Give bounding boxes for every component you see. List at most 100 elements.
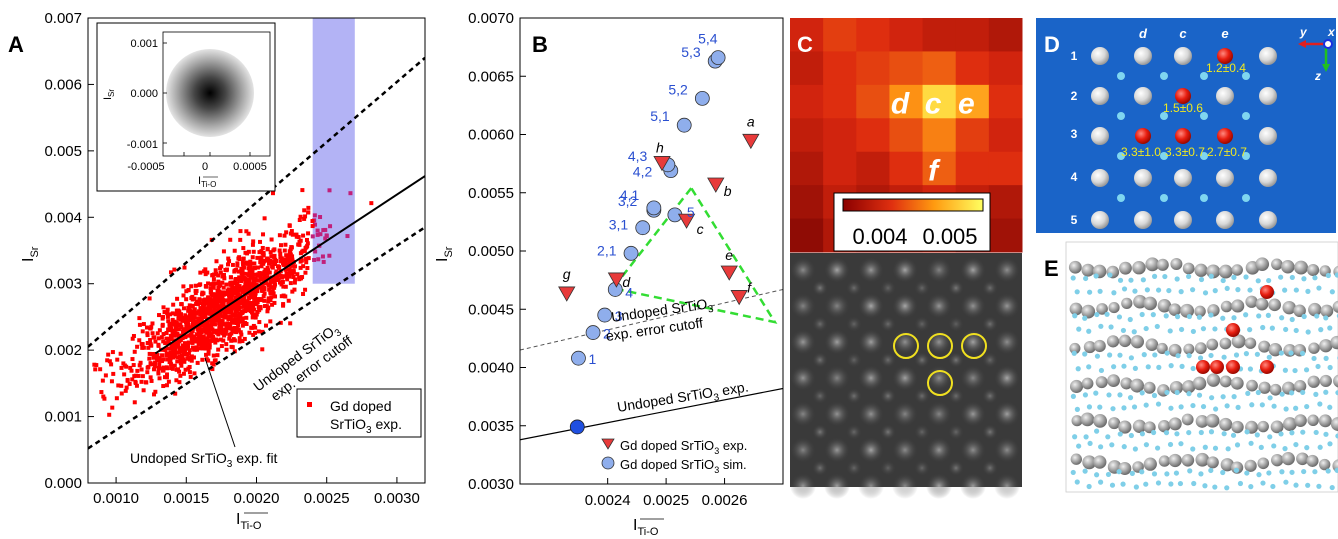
- heatmap-cell: [889, 118, 924, 153]
- data-point: [182, 349, 187, 354]
- data-point: [287, 274, 292, 279]
- data-point: [180, 343, 185, 348]
- oxygen-atom: [1200, 403, 1207, 410]
- cation-atom: [1218, 264, 1233, 279]
- oxygen-atom: [1334, 467, 1338, 473]
- atom-column: [790, 257, 816, 283]
- cation-atom: [1081, 304, 1096, 319]
- data-point: [256, 329, 261, 334]
- data-point: [237, 305, 242, 310]
- data-point: [234, 313, 239, 318]
- cation-atom: [1206, 373, 1221, 387]
- data-point: [180, 336, 185, 341]
- data-point: [228, 280, 233, 285]
- data-point: [263, 304, 268, 309]
- atom-column: [812, 424, 828, 440]
- oxygen-atom: [1200, 72, 1208, 80]
- oxygen-atom: [1288, 350, 1294, 356]
- atom-column: [982, 280, 998, 296]
- y-tick-label: 0.001: [44, 409, 82, 426]
- atom-column: [812, 352, 828, 368]
- data-point: [205, 270, 210, 275]
- legend-marker-sim: [601, 456, 615, 470]
- data-point: [348, 191, 353, 196]
- oxygen-atom: [1164, 350, 1170, 356]
- data-point: [269, 295, 274, 300]
- sim-point: [694, 90, 710, 106]
- oxygen-atom: [1293, 441, 1299, 448]
- sim-point-label: 5: [687, 204, 695, 220]
- data-point: [195, 327, 200, 332]
- data-point: [157, 313, 162, 318]
- atom-column: [914, 460, 930, 476]
- data-point: [135, 368, 140, 373]
- atom-column: [948, 280, 964, 296]
- data-point: [272, 254, 277, 259]
- data-point: [185, 315, 190, 320]
- data-point: [216, 313, 221, 318]
- undoped-sim-point: [569, 419, 585, 435]
- data-point: [304, 256, 309, 261]
- data-point: [214, 271, 219, 276]
- data-point: [315, 232, 320, 237]
- data-point: [224, 323, 229, 328]
- atom-column: [880, 280, 896, 296]
- atom-column: [960, 365, 986, 391]
- atom-column: [880, 352, 896, 368]
- data-point: [306, 205, 311, 210]
- sim-point-label: 2,1: [597, 242, 617, 258]
- data-point: [193, 310, 198, 315]
- data-point: [249, 310, 254, 315]
- oxygen-atom: [1150, 312, 1156, 318]
- data-point: [193, 283, 198, 288]
- data-point: [265, 309, 270, 314]
- oxygen-atom: [1208, 467, 1214, 474]
- data-point: [173, 327, 178, 332]
- oxygen-atom: [1186, 353, 1192, 359]
- cation-atom: [1068, 260, 1082, 274]
- cation-atom: [1231, 420, 1244, 434]
- data-point: [163, 341, 168, 346]
- colorbar-tick: 0.004: [852, 224, 907, 249]
- data-point: [100, 378, 105, 383]
- value-label: 1.5±0.6: [1163, 101, 1203, 115]
- data-point: [228, 314, 233, 319]
- cation-atom: [1156, 342, 1168, 354]
- data-point: [192, 320, 197, 325]
- data-point: [327, 253, 332, 258]
- heatmap-cell: [823, 18, 857, 52]
- oxygen-atom: [1152, 352, 1158, 358]
- atom-column: [994, 329, 1020, 355]
- data-point: [144, 325, 149, 330]
- data-point: [260, 245, 265, 250]
- data-point: [221, 249, 226, 254]
- oxygen-atom: [1117, 72, 1125, 80]
- y-tick-label: 0.006: [44, 76, 82, 93]
- data-point: [236, 316, 241, 321]
- atom-column: [982, 424, 998, 440]
- data-point: [306, 256, 311, 261]
- data-point: [232, 313, 237, 318]
- data-point: [266, 283, 271, 288]
- oxygen-atom: [1086, 483, 1092, 490]
- data-point: [151, 335, 156, 340]
- panel-d: D d c e 1 2 3 4 5 1.2±0.4 1.5±0.6 3.3±1.…: [1036, 18, 1336, 233]
- data-point: [221, 272, 226, 277]
- data-point: [233, 276, 238, 281]
- oxygen-atom: [1243, 351, 1249, 357]
- atom-column: [846, 352, 862, 368]
- data-point: [216, 285, 221, 290]
- oxygen-atom: [1186, 391, 1192, 397]
- data-point: [157, 376, 162, 381]
- oxygen-atom: [1198, 276, 1205, 283]
- data-point: [327, 188, 332, 193]
- cation-atom: [1319, 374, 1332, 388]
- data-point: [211, 285, 216, 290]
- data-point: [298, 265, 303, 270]
- sr-atom: [1174, 169, 1192, 187]
- oxygen-atom: [1198, 471, 1204, 477]
- data-point: [240, 301, 245, 306]
- data-point: [198, 312, 203, 317]
- atom-column: [858, 293, 884, 319]
- data-point: [229, 309, 234, 314]
